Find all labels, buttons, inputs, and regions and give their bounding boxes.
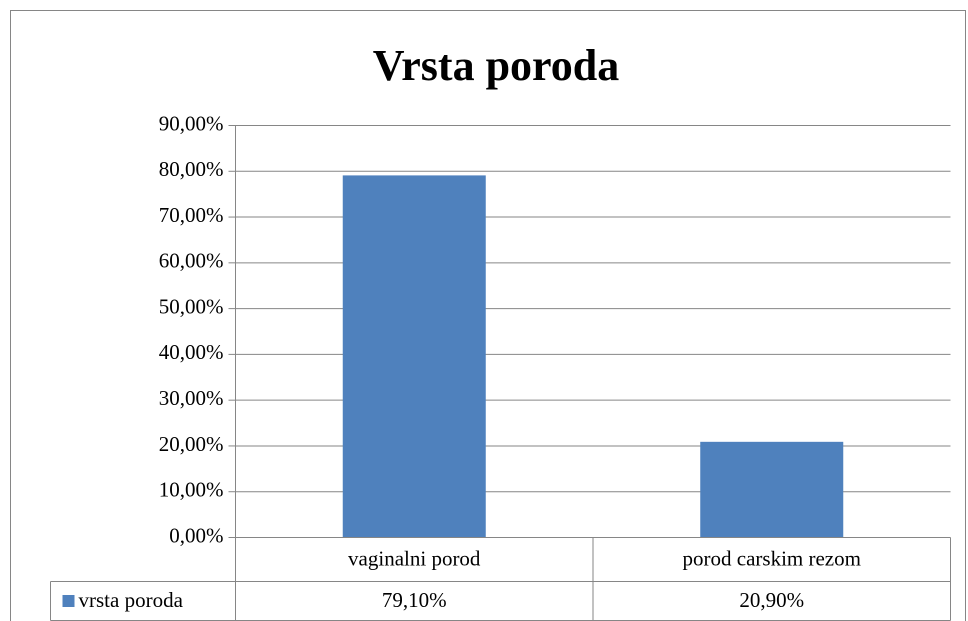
x-tick-label: vaginalni porod xyxy=(348,546,481,570)
y-tick-label: 60,00% xyxy=(159,249,224,273)
x-tick-label: porod carskim rezom xyxy=(683,546,861,570)
y-tick-label: 90,00% xyxy=(159,111,224,135)
y-tick-label: 0,00% xyxy=(169,523,223,547)
y-tick-label: 30,00% xyxy=(159,386,224,410)
y-tick-label: 70,00% xyxy=(159,203,224,227)
y-tick-label: 50,00% xyxy=(159,294,224,318)
y-tick-label: 20,00% xyxy=(159,432,224,456)
y-tick-label: 10,00% xyxy=(159,478,224,502)
bar xyxy=(700,441,844,538)
legend-key xyxy=(62,595,75,607)
data-table-value: 79,10% xyxy=(382,588,447,612)
y-tick-label: 80,00% xyxy=(159,157,224,181)
legend-label: vrsta poroda xyxy=(79,588,184,612)
bar xyxy=(342,175,486,538)
chart-title: Vrsta poroda xyxy=(373,41,620,90)
data-table-value: 20,90% xyxy=(739,588,804,612)
y-tick-label: 40,00% xyxy=(159,340,224,364)
